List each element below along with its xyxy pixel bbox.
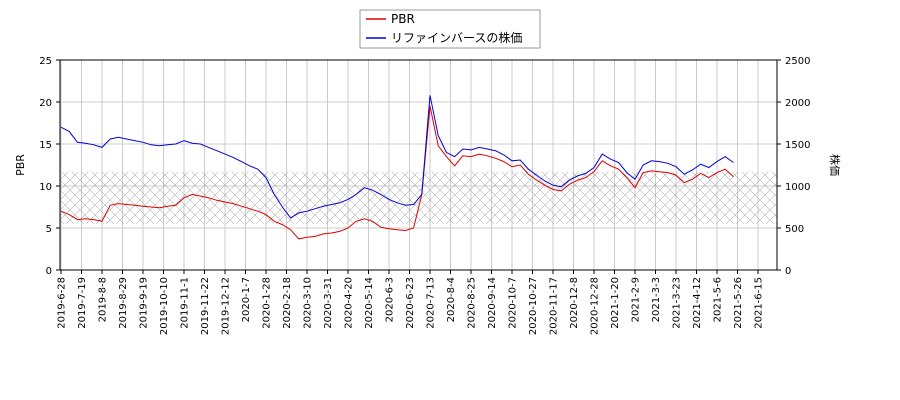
- right-tick-label-1: 500: [785, 224, 804, 235]
- series-0: [60, 106, 734, 240]
- x-tick-label-23: 2020-10-27: [528, 277, 539, 335]
- right-axis-label: 株価: [828, 154, 842, 176]
- left-tick-label-5: 25: [39, 56, 52, 67]
- left-tick-label-3: 15: [39, 140, 52, 151]
- legend: PBR リファインバースの株価: [359, 9, 541, 49]
- x-tick-label-13: 2020-3-31: [323, 277, 334, 329]
- x-tick-label-30: 2021-3-23: [672, 277, 683, 329]
- left-tick-label-0: 0: [46, 266, 52, 277]
- right-tick-label-0: 0: [785, 266, 791, 277]
- x-tick-label-21: 2020-9-14: [487, 277, 498, 329]
- x-tick-label-11: 2020-2-18: [282, 277, 293, 329]
- x-tick-label-31: 2021-4-12: [692, 277, 703, 329]
- plot-frame: [59, 59, 778, 271]
- x-tick-label-6: 2019-11-1: [180, 277, 191, 329]
- x-tick-label-12: 2020-3-10: [303, 277, 314, 329]
- x-tick-label-19: 2020-8-4: [446, 277, 457, 322]
- x-tick-label-0: 2019-6-28: [57, 277, 68, 329]
- x-tick-label-26: 2020-12-28: [590, 277, 601, 335]
- series-line-0: [60, 106, 734, 240]
- x-tick-label-22: 2020-10-7: [508, 277, 519, 329]
- x-tick-label-34: 2021-6-15: [754, 277, 765, 329]
- right-tick-label-2: 1000: [785, 182, 810, 193]
- x-tick-label-4: 2019-9-19: [139, 277, 150, 329]
- x-tick-label-2: 2019-8-8: [98, 277, 109, 322]
- x-tick-label-3: 2019-8-29: [118, 277, 129, 329]
- x-tick-label-7: 2019-11-22: [200, 277, 211, 335]
- x-tick-label-29: 2021-3-3: [651, 277, 662, 322]
- x-tick-label-16: 2020-6-3: [385, 277, 396, 322]
- x-tick-label-1: 2019-7-19: [77, 277, 88, 329]
- x-tick-label-28: 2021-2-9: [631, 277, 642, 322]
- series-layer: [60, 95, 734, 240]
- legend-box: [359, 9, 541, 49]
- x-tick-label-27: 2021-1-20: [610, 277, 621, 329]
- right-tick-label-5: 2500: [785, 56, 810, 67]
- x-tick-label-14: 2020-4-20: [344, 277, 355, 329]
- x-tick-label-32: 2021-5-6: [713, 277, 724, 322]
- right-y-axis: 0 500 1000 1500 2000 2500: [777, 56, 810, 277]
- x-tick-label-24: 2020-11-17: [549, 277, 560, 335]
- x-tick-label-5: 2019-10-10: [159, 277, 170, 335]
- legend-label-price: リファインバースの株価: [391, 30, 522, 45]
- x-tick-label-18: 2020-7-13: [426, 277, 437, 329]
- left-y-axis: 0 5 10 15 20 25: [39, 56, 60, 277]
- x-tick-label-20: 2020-8-25: [467, 277, 478, 329]
- x-axis: 2019-6-28 2019-7-19 2019-8-8 2019-8-29 2019-…: [57, 270, 765, 335]
- x-tick-label-15: 2020-5-14: [364, 277, 375, 329]
- grid: [60, 59, 777, 271]
- right-tick-label-4: 2000: [785, 98, 810, 109]
- x-tick-label-33: 2021-5-26: [733, 277, 744, 329]
- x-tick-label-25: 2020-12-8: [569, 277, 580, 329]
- left-tick-label-4: 20: [39, 98, 52, 109]
- x-tick-label-17: 2020-6-23: [405, 277, 416, 329]
- left-axis-label: PBR: [14, 154, 27, 176]
- left-tick-label-2: 10: [39, 182, 52, 193]
- x-tick-label-9: 2020-1-7: [241, 277, 252, 322]
- right-tick-label-3: 1500: [785, 140, 810, 151]
- series-1: [60, 95, 734, 219]
- x-tick-label-8: 2019-12-12: [221, 277, 232, 335]
- legend-label-pbr: PBR: [391, 12, 415, 26]
- left-tick-label-1: 5: [46, 224, 52, 235]
- series-line-1: [60, 95, 734, 219]
- x-tick-label-10: 2020-1-28: [262, 277, 273, 329]
